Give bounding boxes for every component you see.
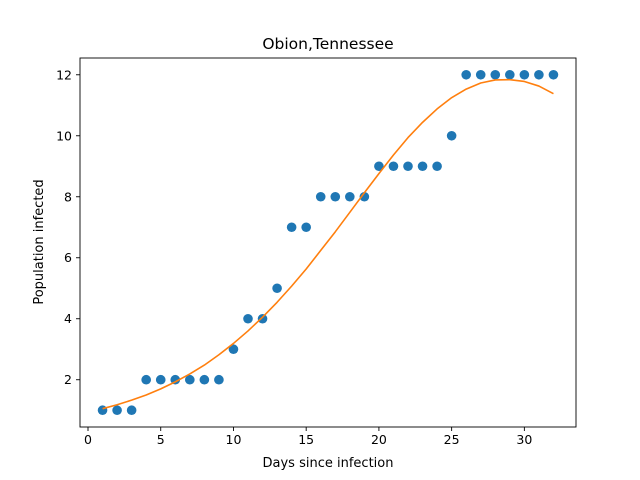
data-point [228,344,239,355]
data-point [403,161,413,172]
x-tick-label: 25 [444,432,460,447]
y-tick-label: 4 [64,311,72,326]
data-point [388,161,399,172]
data-point [301,222,311,233]
x-tick-label: 30 [516,432,532,447]
data-point [97,405,108,416]
data-point [170,374,181,385]
x-tick-label: 10 [226,432,242,447]
data-point [214,374,224,385]
data-point [330,191,341,202]
plot-area: 0 5 10 15 20 25 30 2 4 6 8 10 12 [56,57,577,447]
y-axis-label: Population infected [32,179,47,304]
data-point [257,313,268,324]
x-tick-label: 20 [371,432,387,447]
data-point [345,191,355,202]
x-tick-label: 5 [157,432,165,447]
y-tick-label: 6 [64,250,72,265]
plot-frame [79,57,577,428]
data-point [199,374,210,385]
chart-title: Obion,Tennessee [262,35,393,53]
x-tick-label: 15 [298,432,314,447]
data-point [374,161,384,172]
data-point [126,405,137,416]
data-point [432,161,442,172]
data-point [185,374,195,385]
data-point [475,69,486,80]
data-point [461,69,471,80]
data-point [243,313,253,324]
data-point [505,69,515,80]
data-point [141,374,151,385]
data-point [359,191,370,202]
data-point [534,69,544,80]
y-tick-label: 12 [56,67,72,82]
x-tick-label: 0 [84,432,92,447]
data-point [446,130,457,141]
data-point [272,283,282,294]
data-point [519,69,530,80]
data-point [286,222,297,233]
y-tick-label: 8 [64,189,72,204]
y-tick-label: 10 [56,128,72,143]
data-point [315,191,326,202]
data-point [417,161,428,172]
data-point [112,405,122,416]
data-point [490,69,501,80]
y-tick-label: 2 [64,372,72,387]
data-point [548,69,559,80]
data-point [155,374,166,385]
series-line-1 [102,78,554,410]
x-axis-label: Days since infection [263,456,394,471]
